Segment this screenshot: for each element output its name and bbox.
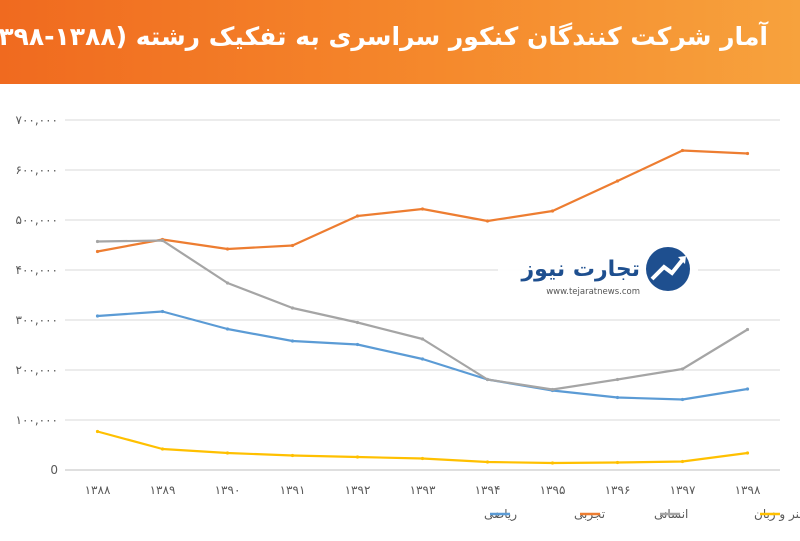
data-point <box>550 209 555 213</box>
data-point <box>160 309 165 314</box>
data-point <box>745 327 750 332</box>
series-line <box>96 310 749 401</box>
watermark-logo: تجارت نیوز www.tejaratnews.com <box>498 234 698 304</box>
x-tick-label: ۱۳۸۸ <box>85 483 111 497</box>
legend-item: انسانی <box>654 507 688 521</box>
y-tick-label: ۶۰۰,۰۰۰ <box>16 163 59 177</box>
data-point <box>745 387 750 391</box>
data-point <box>225 327 230 331</box>
data-point <box>355 214 360 218</box>
data-point <box>290 339 295 343</box>
data-point <box>160 238 165 243</box>
data-point <box>95 314 100 318</box>
grid-lines <box>65 119 780 471</box>
logo-name: تجارت نیوز <box>520 257 640 282</box>
data-point <box>485 377 490 382</box>
line-chart: 0 ۱۰۰,۰۰۰ ۲۰۰,۰۰۰ ۳۰۰,۰۰۰ ۴۰۰,۰۰۰ ۵۰۰,۰۰۰ ۶۰۰,… <box>16 113 800 522</box>
data-point <box>95 429 100 434</box>
data-point <box>615 395 620 400</box>
data-point <box>420 207 425 211</box>
legend: ریاضی تجربی انسانی هنر و زبان <box>484 507 800 522</box>
y-tick-label: ۲۰۰,۰۰۰ <box>16 363 59 377</box>
y-tick-label: ۱۰۰,۰۰۰ <box>16 413 59 427</box>
y-axis: 0 ۱۰۰,۰۰۰ ۲۰۰,۰۰۰ ۳۰۰,۰۰۰ ۴۰۰,۰۰۰ ۵۰۰,۰۰۰ ۶۰۰,… <box>16 113 59 477</box>
data-point <box>745 151 750 156</box>
data-point <box>290 306 295 310</box>
x-axis: ۱۳۸۸ ۱۳۸۹ ۱۳۹۰ ۱۳۹۱ ۱۳۹۲ ۱۳۹۳ ۱۳۹۴ ۱۳۹۵ ۱۳۹۶ ۱۳۹۷… <box>85 483 761 497</box>
legend-item: تجربی <box>574 507 605 522</box>
x-tick-label: ۱۳۹۲ <box>345 483 371 497</box>
data-point <box>680 459 685 464</box>
data-point <box>290 243 295 248</box>
x-tick-label: ۱۳۹۱ <box>280 483 306 497</box>
data-point <box>95 249 100 254</box>
data-point <box>615 179 620 183</box>
data-point <box>420 456 425 461</box>
data-point <box>680 148 685 153</box>
data-point <box>95 239 100 244</box>
data-point <box>680 367 685 371</box>
data-point <box>355 455 360 459</box>
data-point <box>615 460 620 465</box>
data-point <box>550 387 555 392</box>
chart-title: آمار شرکت کنندگان کنکور سراسری به تفکیک … <box>0 22 768 51</box>
data-point <box>290 453 295 458</box>
series-lines <box>95 148 750 465</box>
data-point <box>550 461 555 465</box>
legend-item: ریاضی <box>484 507 517 522</box>
data-point <box>355 342 360 347</box>
x-tick-label: ۱۳۹۶ <box>605 483 631 497</box>
x-tick-label: ۱۳۹۷ <box>670 483 696 497</box>
y-tick-label: ۴۰۰,۰۰۰ <box>16 263 59 277</box>
data-point <box>485 460 490 464</box>
data-point <box>225 451 230 455</box>
data-point <box>615 377 620 382</box>
x-tick-label: ۱۳۸۹ <box>150 483 176 497</box>
y-tick-label: ۷۰۰,۰۰۰ <box>16 113 59 127</box>
y-tick-label: 0 <box>50 463 58 477</box>
x-tick-label: ۱۳۹۰ <box>215 483 241 497</box>
x-tick-label: ۱۳۹۵ <box>540 483 566 497</box>
x-tick-label: ۱۳۹۸ <box>735 483 761 497</box>
legend-item: هنر و زبان <box>754 507 800 522</box>
data-point <box>420 337 425 341</box>
y-tick-label: ۳۰۰,۰۰۰ <box>16 313 59 327</box>
x-tick-label: ۱۳۹۴ <box>475 483 501 497</box>
x-tick-label: ۱۳۹۳ <box>410 483 436 497</box>
y-tick-label: ۵۰۰,۰۰۰ <box>16 213 59 227</box>
data-point <box>680 397 685 402</box>
data-point <box>160 447 165 451</box>
data-point <box>745 451 750 455</box>
data-point <box>355 320 360 325</box>
data-point <box>485 219 490 223</box>
data-point <box>225 281 230 285</box>
logo-url: www.tejaratnews.com <box>546 287 640 297</box>
logo-icon <box>646 247 690 291</box>
header-banner: آمار شرکت کنندگان کنکور سراسری به تفکیک … <box>0 0 800 84</box>
data-point <box>225 247 230 251</box>
data-point <box>420 357 425 361</box>
